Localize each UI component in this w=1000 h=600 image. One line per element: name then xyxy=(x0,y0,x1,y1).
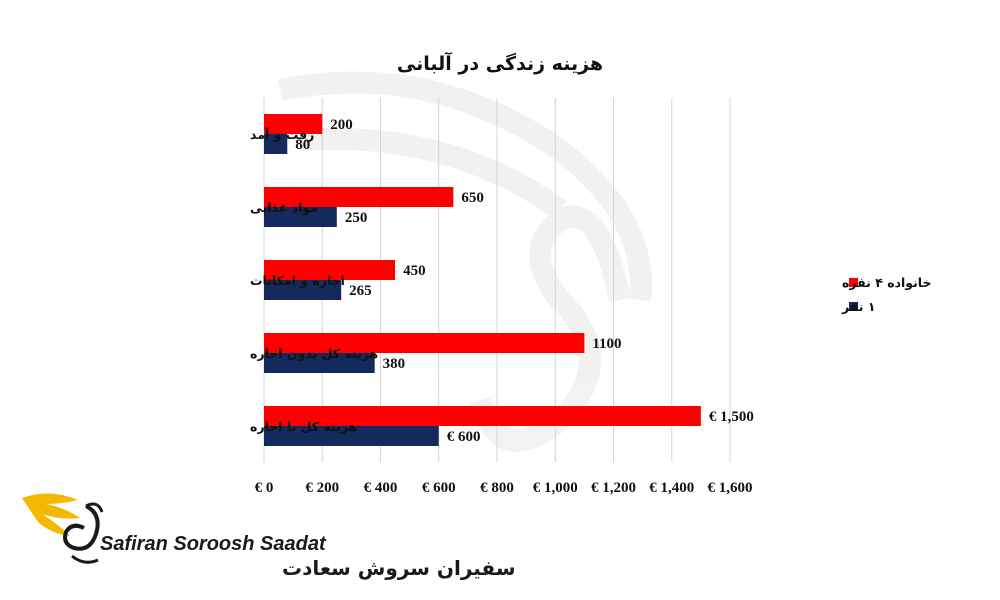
data-label: € 1,500 xyxy=(709,409,754,425)
legend-label-single: ۱ نفر xyxy=(841,299,875,314)
data-label: 80 xyxy=(295,137,310,153)
x-tick-label: € 200 xyxy=(305,480,339,496)
background-watermark xyxy=(277,71,652,452)
bar-family-of-four xyxy=(264,114,323,134)
x-tick-label: € 1,000 xyxy=(533,480,578,496)
x-tick-label: € 400 xyxy=(364,480,398,496)
bar-single-person xyxy=(264,353,375,373)
x-tick-label: € 0 xyxy=(255,480,274,496)
category-label: رفت و آمد xyxy=(250,127,314,142)
category-label: هزینه کل با اجاره xyxy=(250,419,357,434)
x-tick-label: € 1,200 xyxy=(591,480,636,496)
category-label: مواد غذایی xyxy=(250,200,318,215)
data-label: 380 xyxy=(383,356,406,372)
data-label: 200 xyxy=(330,117,353,133)
category-label: اجاره و امکانات xyxy=(250,273,345,288)
brand-name-persian: سفیران سروش سعادت xyxy=(282,556,516,580)
bar-single-person xyxy=(264,207,337,227)
legend-swatch-single xyxy=(849,302,858,311)
category-label: هزینه کل بدون اجاره xyxy=(250,346,378,361)
data-label: € 600 xyxy=(447,429,481,445)
x-tick-label: € 1,600 xyxy=(708,480,753,496)
x-tick-label: € 1,400 xyxy=(649,480,694,496)
data-label: 650 xyxy=(461,190,484,206)
x-tick-label: € 800 xyxy=(480,480,514,496)
x-tick-labels: € 0 € 200 € 400 € 600 € 800 € 1,000 € 1,200 € 1… xyxy=(255,480,753,496)
legend-swatch-family xyxy=(849,278,858,287)
chart-title: هزینه زندگی در آلبانی xyxy=(397,51,603,75)
bar-family-of-four xyxy=(264,406,701,426)
bars xyxy=(264,114,701,446)
bar-family-of-four xyxy=(264,333,585,353)
data-label: 265 xyxy=(349,283,372,299)
data-label: 450 xyxy=(403,263,426,279)
data-labels: 200 80 650 250 450 265 1100 380 € 1,500 € 600 xyxy=(295,117,754,445)
bar-single-person xyxy=(264,280,342,300)
x-tick-label: € 600 xyxy=(422,480,456,496)
bar-single-person xyxy=(264,426,439,446)
data-label: 1100 xyxy=(592,336,621,352)
bar-family-of-four xyxy=(264,187,454,207)
brand-name-latin: Safiran Soroosh Saadat xyxy=(100,533,327,555)
bar-single-person xyxy=(264,134,288,154)
data-label: 250 xyxy=(345,210,368,226)
category-labels: رفت و آمد مواد غذایی اجاره و امکانات هزینه … xyxy=(250,127,378,434)
phoenix-logo-icon xyxy=(22,493,104,564)
legend: خانواده ۴ نفره ۱ نفر xyxy=(841,275,932,314)
legend-label-family: خانواده ۴ نفره xyxy=(842,275,932,290)
brand-logo: Safiran Soroosh Saadat سفیران سروش سعادت xyxy=(22,493,516,580)
bar-family-of-four xyxy=(264,260,396,280)
